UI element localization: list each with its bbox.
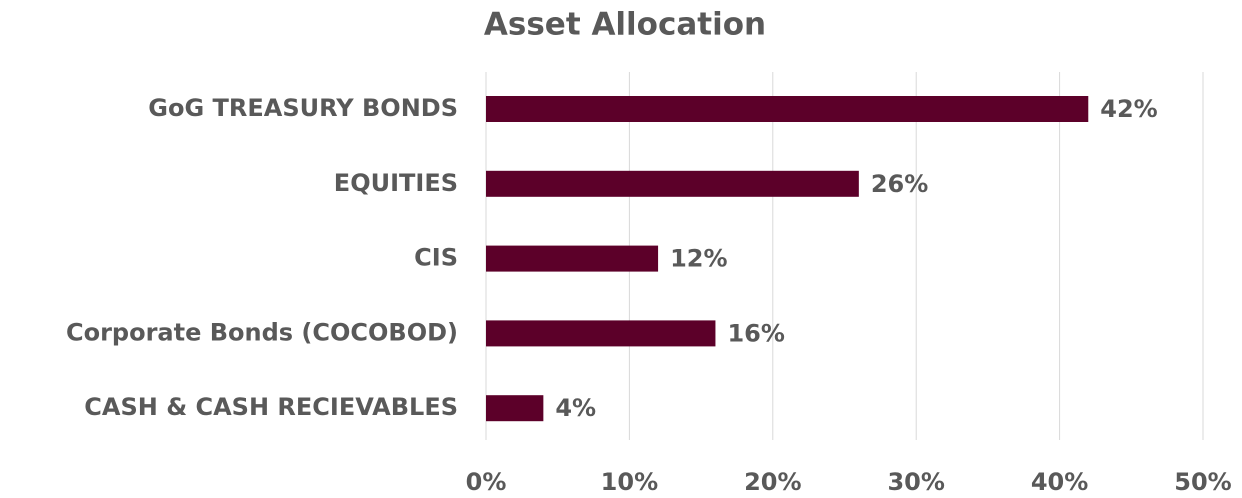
x-tick-label: 40% [1031, 468, 1088, 496]
chart-title: Asset Allocation [484, 7, 766, 43]
x-tick-label: 10% [601, 468, 658, 496]
y-tick-label: CASH & CASH RECIEVABLES [84, 393, 458, 421]
bar [486, 170, 859, 197]
data-label: 4% [555, 394, 596, 422]
y-tick-label: Corporate Bonds (COCOBOD) [66, 318, 458, 346]
bar [486, 96, 1089, 122]
y-tick-label: GoG TREASURY BONDS [148, 94, 458, 122]
data-label: 26% [871, 170, 928, 198]
x-tick-label: 0% [466, 468, 507, 496]
y-tick-label: EQUITIES [334, 169, 458, 197]
bar [486, 245, 659, 272]
y-tick-label: CIS [414, 244, 458, 272]
bar [486, 320, 716, 347]
data-label: 12% [670, 245, 727, 273]
bar [486, 395, 544, 422]
x-tick-label: 30% [887, 468, 944, 496]
data-label: 16% [727, 319, 784, 347]
data-label: 42% [1100, 95, 1157, 123]
x-tick-label: 50% [1174, 468, 1231, 496]
x-tick-label: 20% [744, 468, 801, 496]
